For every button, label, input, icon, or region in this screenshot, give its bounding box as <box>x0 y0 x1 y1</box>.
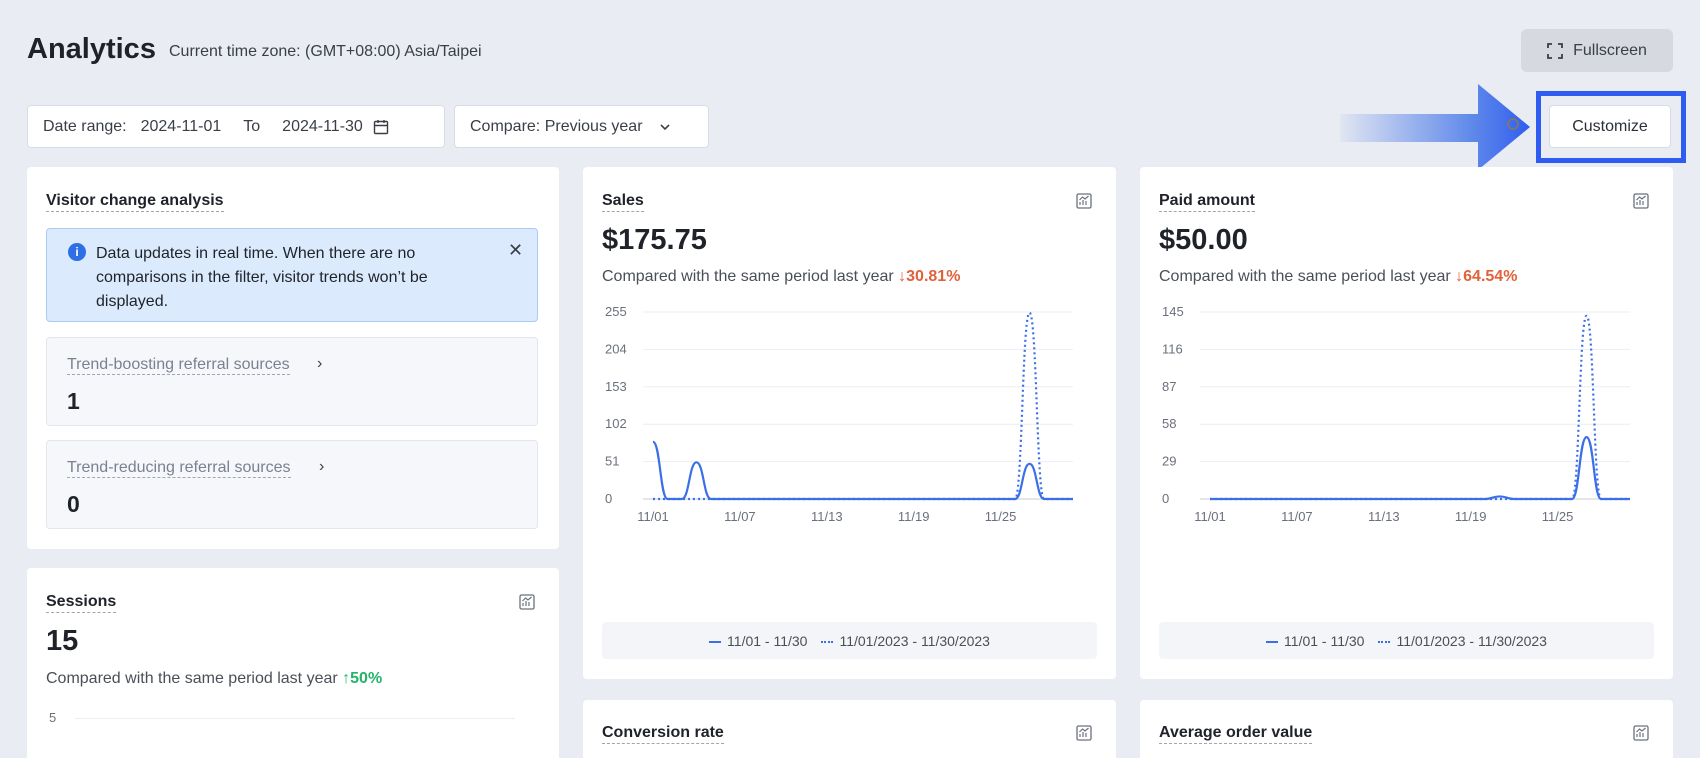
date-to[interactable]: 2024-11-30 <box>282 117 363 135</box>
series-line-previous <box>653 311 1073 501</box>
sessions-value: 15 <box>46 625 79 657</box>
chart-icon[interactable] <box>1076 725 1092 741</box>
sales-value: $175.75 <box>602 224 707 256</box>
conversion-rate-card: Conversion rate <box>583 700 1116 758</box>
legend-previous: 11/01/2023 - 11/30/2023 <box>1378 633 1547 649</box>
x-tick-label: 11/01 <box>637 509 669 524</box>
timezone-label: Current time zone: (GMT+08:00) Asia/Taip… <box>169 43 482 60</box>
x-tick-label: 11/19 <box>898 509 930 524</box>
y-tick-label: 116 <box>1162 341 1183 356</box>
conversion-rate-title: Conversion rate <box>602 724 724 744</box>
date-range-picker[interactable]: Date range: 2024-11-01 To 2024-11-30 <box>27 105 445 148</box>
sales-card: Sales $175.75 Compared with the same per… <box>583 167 1116 679</box>
x-tick-label: 11/19 <box>1455 509 1487 524</box>
help-icon <box>1507 118 1519 130</box>
trend-reducing-label[interactable]: Trend-reducing referral sources <box>67 459 291 478</box>
page-title: Analytics <box>27 33 156 65</box>
x-tick-label: 11/13 <box>811 509 843 524</box>
y-tick-label: 204 <box>605 341 627 356</box>
fullscreen-label: Fullscreen <box>1573 41 1647 59</box>
paid-change: 64.54% <box>1463 268 1518 285</box>
paid-amount-card: Paid amount $50.00 Compared with the sam… <box>1140 167 1673 679</box>
y-tick-label: 51 <box>605 454 619 469</box>
to-label: To <box>243 117 261 135</box>
series-line-current <box>1210 435 1630 501</box>
legend-current: 11/01 - 11/30 <box>1266 633 1364 649</box>
fullscreen-button[interactable]: Fullscreen <box>1521 29 1673 72</box>
y-tick-label: 29 <box>1162 454 1176 469</box>
sales-change: 30.81% <box>906 268 961 285</box>
x-tick-label: 11/25 <box>1542 509 1574 524</box>
trend-reducing-card[interactable]: Trend-reducing referral sources › 0 <box>46 440 538 529</box>
fullscreen-icon <box>1547 42 1563 59</box>
paid-amount-comparison: Compared with the same period last year … <box>1159 268 1517 286</box>
x-tick-label: 11/07 <box>1281 509 1313 524</box>
chart-icon[interactable] <box>1076 193 1092 209</box>
trend-boosting-label[interactable]: Trend-boosting referral sources <box>67 356 290 375</box>
info-icon: i <box>68 243 86 261</box>
info-text: Data updates in real time. When there ar… <box>96 245 428 310</box>
chart-icon[interactable] <box>1633 193 1649 209</box>
arrow-down-icon: ↓ <box>898 268 907 285</box>
y-tick-label: 102 <box>605 416 627 431</box>
series-line-previous <box>1210 314 1630 501</box>
series-line-current <box>651 440 1073 501</box>
average-order-value-title: Average order value <box>1159 724 1313 744</box>
x-tick-label: 11/07 <box>724 509 756 524</box>
info-banner: i Data updates in real time. When there … <box>46 228 538 322</box>
y-tick-label: 153 <box>605 379 627 394</box>
arrow-up-icon: ↑ <box>342 670 351 687</box>
y-tick-label: 87 <box>1162 379 1176 394</box>
sessions-comparison: Compared with the same period last year … <box>46 670 382 688</box>
paid-compare-text: Compared with the same period last year <box>1159 268 1451 285</box>
date-range-label: Date range: <box>43 117 127 135</box>
sessions-change: 50% <box>350 670 383 687</box>
visitor-change-card: Visitor change analysis i Data updates i… <box>27 167 559 549</box>
pointer-arrow-icon <box>1340 84 1530 170</box>
sales-title: Sales <box>602 192 644 212</box>
chevron-down-icon <box>659 123 670 130</box>
arrow-down-icon: ↓ <box>1455 268 1464 285</box>
sales-chart: 0 51 102 153 204 255 11/01 11/07 11/13 11/19 11/25 <box>605 304 1073 524</box>
date-from[interactable]: 2024-11-01 <box>140 117 222 135</box>
paid-amount-value: $50.00 <box>1159 224 1248 256</box>
visitor-change-title: Visitor change analysis <box>46 192 224 212</box>
paid-amount-title: Paid amount <box>1159 192 1256 212</box>
paid-amount-legend: 11/01 - 11/30 11/01/2023 - 11/30/2023 <box>1159 622 1654 659</box>
trend-boosting-card[interactable]: Trend-boosting referral sources › 1 <box>46 337 538 426</box>
sales-compare-text: Compared with the same period last year <box>602 268 894 285</box>
sales-legend: 11/01 - 11/30 11/01/2023 - 11/30/2023 <box>602 622 1097 659</box>
y-tick-label: 255 <box>605 304 627 319</box>
calendar-icon[interactable] <box>373 119 389 135</box>
gridline <box>75 718 515 719</box>
paid-amount-chart: 0 29 58 87 116 145 11/01 11/07 11/13 11/19 11/25 <box>1162 304 1630 524</box>
sessions-compare-text: Compared with the same period last year <box>46 670 338 687</box>
compare-label: Compare: Previous year <box>470 117 643 135</box>
chevron-right-icon[interactable]: › <box>317 355 323 372</box>
sessions-card: Sessions 15 Compared with the same perio… <box>27 568 559 758</box>
legend-previous: 11/01/2023 - 11/30/2023 <box>821 633 990 649</box>
chart-icon[interactable] <box>519 594 535 610</box>
chevron-right-icon[interactable]: › <box>319 458 325 475</box>
trend-reducing-value: 0 <box>67 491 80 517</box>
x-tick-label: 11/25 <box>985 509 1017 524</box>
average-order-value-card: Average order value <box>1140 700 1673 758</box>
chart-icon[interactable] <box>1633 725 1649 741</box>
sales-comparison: Compared with the same period last year … <box>602 268 960 286</box>
x-tick-label: 11/13 <box>1368 509 1400 524</box>
sessions-title: Sessions <box>46 593 117 613</box>
y-tick-label: 0 <box>605 491 612 506</box>
customize-button[interactable]: Customize <box>1549 105 1671 148</box>
y-tick-label: 5 <box>49 710 57 725</box>
y-tick-label: 145 <box>1162 304 1184 319</box>
trend-boosting-value: 1 <box>67 388 80 414</box>
customize-highlight <box>1536 91 1686 163</box>
legend-current: 11/01 - 11/30 <box>709 633 807 649</box>
compare-select[interactable]: Compare: Previous year <box>454 105 709 148</box>
close-icon[interactable]: ✕ <box>508 240 524 260</box>
y-tick-label: 58 <box>1162 416 1176 431</box>
x-tick-label: 11/01 <box>1194 509 1226 524</box>
y-tick-label: 0 <box>1162 491 1169 506</box>
